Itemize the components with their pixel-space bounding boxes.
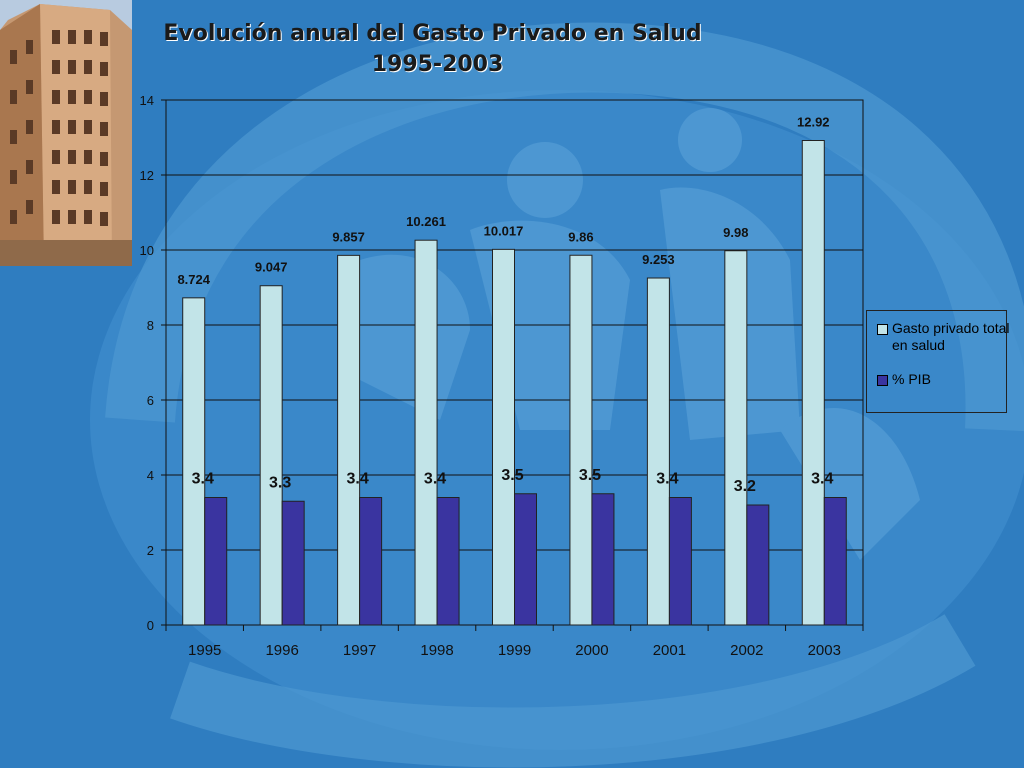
bar-pib: [359, 497, 383, 626]
bar-gasto-privado: [182, 297, 206, 626]
data-label-pib: 3.2: [734, 478, 756, 495]
legend-label-pib: % PIB: [892, 371, 931, 387]
y-tick-label: 8: [147, 318, 154, 333]
data-label-pib: 3.5: [579, 467, 601, 484]
data-label-pib: 3.4: [192, 471, 214, 488]
y-tick-label: 2: [147, 543, 154, 558]
legend-item-gasto: Gasto privado total en salud: [877, 320, 1010, 354]
data-label-gasto: 9.98: [723, 225, 748, 240]
data-label-pib: 3.4: [424, 471, 446, 488]
bar-pib: [591, 493, 615, 626]
data-label-gasto: 10.261: [406, 214, 446, 229]
bars: [182, 140, 847, 626]
x-tick-label: 1998: [420, 642, 453, 659]
legend-item-pib: % PIB: [877, 371, 1010, 388]
data-label-gasto: 8.724: [177, 272, 210, 287]
bar-pib: [204, 497, 228, 626]
x-tick-label: 2001: [653, 642, 686, 659]
data-label-gasto: 9.047: [255, 260, 288, 275]
bar-gasto-privado: [569, 254, 593, 626]
bar-pib: [823, 497, 847, 626]
bar-gasto-privado: [646, 277, 670, 626]
bar-gasto-privado: [724, 250, 748, 626]
data-label-pib: 3.4: [656, 471, 678, 488]
chart-subtitle-years: 1995-2003: [371, 52, 504, 77]
data-label-gasto: 9.253: [642, 252, 675, 267]
building-photo: [0, 0, 132, 266]
data-label-pib: 3.5: [501, 467, 523, 484]
x-tick-label: 2003: [808, 642, 841, 659]
bar-gasto-privado: [414, 239, 438, 626]
x-axis: 1995 1996 1997 1998 1999 2000 2001 2002 2003: [165, 625, 864, 659]
legend-swatch-gasto: [877, 324, 888, 335]
bar-pib: [746, 504, 770, 626]
bar-gasto-privado: [337, 254, 361, 626]
data-label-gasto: 9.857: [332, 229, 365, 244]
bar-gasto-privado: [801, 140, 825, 626]
legend-swatch-pib: [877, 375, 888, 386]
y-tick-label: 6: [147, 393, 154, 408]
x-tick-label: 2002: [730, 642, 763, 659]
y-axis: 0 2 4 6 8 10 12 14: [140, 93, 166, 633]
y-tick-label: 14: [140, 93, 154, 108]
x-tick-label: 2000: [575, 642, 608, 659]
y-tick-label: 10: [140, 243, 154, 258]
y-tick-label: 12: [140, 168, 154, 183]
chart-title: Evolución anual del Gasto Privado en Sal…: [163, 21, 702, 46]
x-tick-label: 1995: [188, 642, 221, 659]
bar-pib: [514, 493, 537, 626]
data-label-pib: 3.4: [811, 471, 833, 488]
data-label-gasto: 12.92: [797, 115, 830, 130]
data-label-gasto: 9.86: [568, 229, 593, 244]
bar-gasto-privado: [259, 285, 283, 626]
bar-pib: [281, 500, 305, 626]
x-tick-label: 1997: [343, 642, 376, 659]
y-tick-label: 4: [147, 468, 154, 483]
data-label-gasto: 10.017: [484, 223, 524, 238]
data-labels: 8.724 3.4 9.047 3.3 9.857 3.4 10.261 3.4 10.017 3…: [177, 115, 833, 496]
legend: Gasto privado total en salud % PIB: [866, 310, 1010, 413]
bar-pib: [668, 497, 692, 626]
x-tick-label: 1999: [498, 642, 531, 659]
x-tick-label: 1996: [265, 642, 298, 659]
data-label-pib: 3.3: [269, 474, 291, 491]
bar-gasto-privado: [492, 248, 515, 626]
legend-label-gasto: Gasto privado total en salud: [892, 320, 1010, 353]
bar-pib: [436, 497, 460, 626]
data-label-pib: 3.4: [346, 471, 368, 488]
y-tick-label: 0: [147, 618, 154, 633]
